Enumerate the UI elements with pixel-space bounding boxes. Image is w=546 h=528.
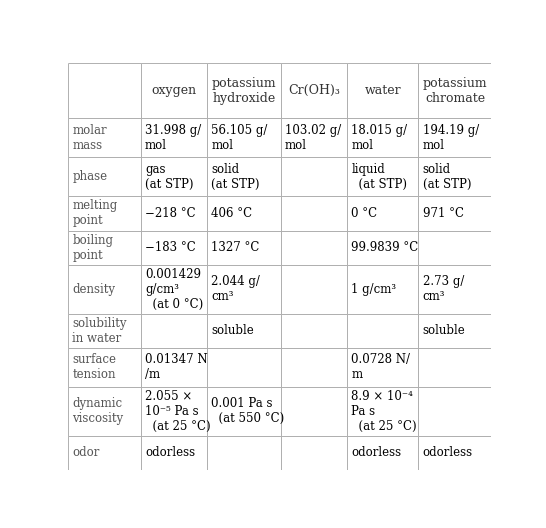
- Text: Cr(OH)₃: Cr(OH)₃: [288, 84, 340, 97]
- Text: 0.01347 N
/m: 0.01347 N /m: [145, 353, 207, 381]
- Text: solid
(at STP): solid (at STP): [423, 163, 471, 191]
- Text: molar
mass: molar mass: [73, 124, 107, 152]
- Text: soluble: soluble: [211, 324, 254, 337]
- Text: 31.998 g/
mol: 31.998 g/ mol: [145, 124, 201, 152]
- Text: oxygen: oxygen: [151, 84, 197, 97]
- Text: 99.9839 °C: 99.9839 °C: [351, 241, 418, 254]
- Text: potassium
chromate: potassium chromate: [423, 77, 487, 105]
- Text: 18.015 g/
mol: 18.015 g/ mol: [351, 124, 407, 152]
- Text: solid
(at STP): solid (at STP): [211, 163, 260, 191]
- Text: 2.73 g/
cm³: 2.73 g/ cm³: [423, 275, 464, 303]
- Text: odorless: odorless: [351, 446, 401, 459]
- Text: 2.044 g/
cm³: 2.044 g/ cm³: [211, 275, 260, 303]
- Text: 2.055 ×
10⁻⁵ Pa s
  (at 25 °C): 2.055 × 10⁻⁵ Pa s (at 25 °C): [145, 390, 211, 433]
- Text: 0 °C: 0 °C: [351, 207, 377, 220]
- Text: odorless: odorless: [423, 446, 473, 459]
- Text: water: water: [364, 84, 401, 97]
- Text: 0.001 Pa s
  (at 550 °C): 0.001 Pa s (at 550 °C): [211, 397, 284, 425]
- Text: −183 °C: −183 °C: [145, 241, 195, 254]
- Text: odor: odor: [73, 446, 100, 459]
- Text: odorless: odorless: [145, 446, 195, 459]
- Text: solubility
in water: solubility in water: [73, 317, 127, 345]
- Text: potassium
hydroxide: potassium hydroxide: [211, 77, 276, 105]
- Text: 103.02 g/
mol: 103.02 g/ mol: [285, 124, 341, 152]
- Text: gas
(at STP): gas (at STP): [145, 163, 193, 191]
- Text: boiling
point: boiling point: [73, 234, 114, 262]
- Text: 971 °C: 971 °C: [423, 207, 464, 220]
- Text: density: density: [73, 283, 116, 296]
- Text: 0.0728 N/
m: 0.0728 N/ m: [351, 353, 410, 381]
- Text: liquid
  (at STP): liquid (at STP): [351, 163, 407, 191]
- Text: melting
point: melting point: [73, 200, 118, 228]
- Text: phase: phase: [73, 171, 108, 183]
- Text: 1327 °C: 1327 °C: [211, 241, 259, 254]
- Text: surface
tension: surface tension: [73, 353, 116, 381]
- Text: −218 °C: −218 °C: [145, 207, 195, 220]
- Text: soluble: soluble: [423, 324, 466, 337]
- Text: 0.001429
g/cm³
  (at 0 °C): 0.001429 g/cm³ (at 0 °C): [145, 268, 203, 311]
- Text: 8.9 × 10⁻⁴
Pa s
  (at 25 °C): 8.9 × 10⁻⁴ Pa s (at 25 °C): [351, 390, 417, 433]
- Text: 56.105 g/
mol: 56.105 g/ mol: [211, 124, 268, 152]
- Text: dynamic
viscosity: dynamic viscosity: [73, 397, 123, 425]
- Text: 194.19 g/
mol: 194.19 g/ mol: [423, 124, 479, 152]
- Text: 406 °C: 406 °C: [211, 207, 252, 220]
- Text: 1 g/cm³: 1 g/cm³: [351, 283, 396, 296]
